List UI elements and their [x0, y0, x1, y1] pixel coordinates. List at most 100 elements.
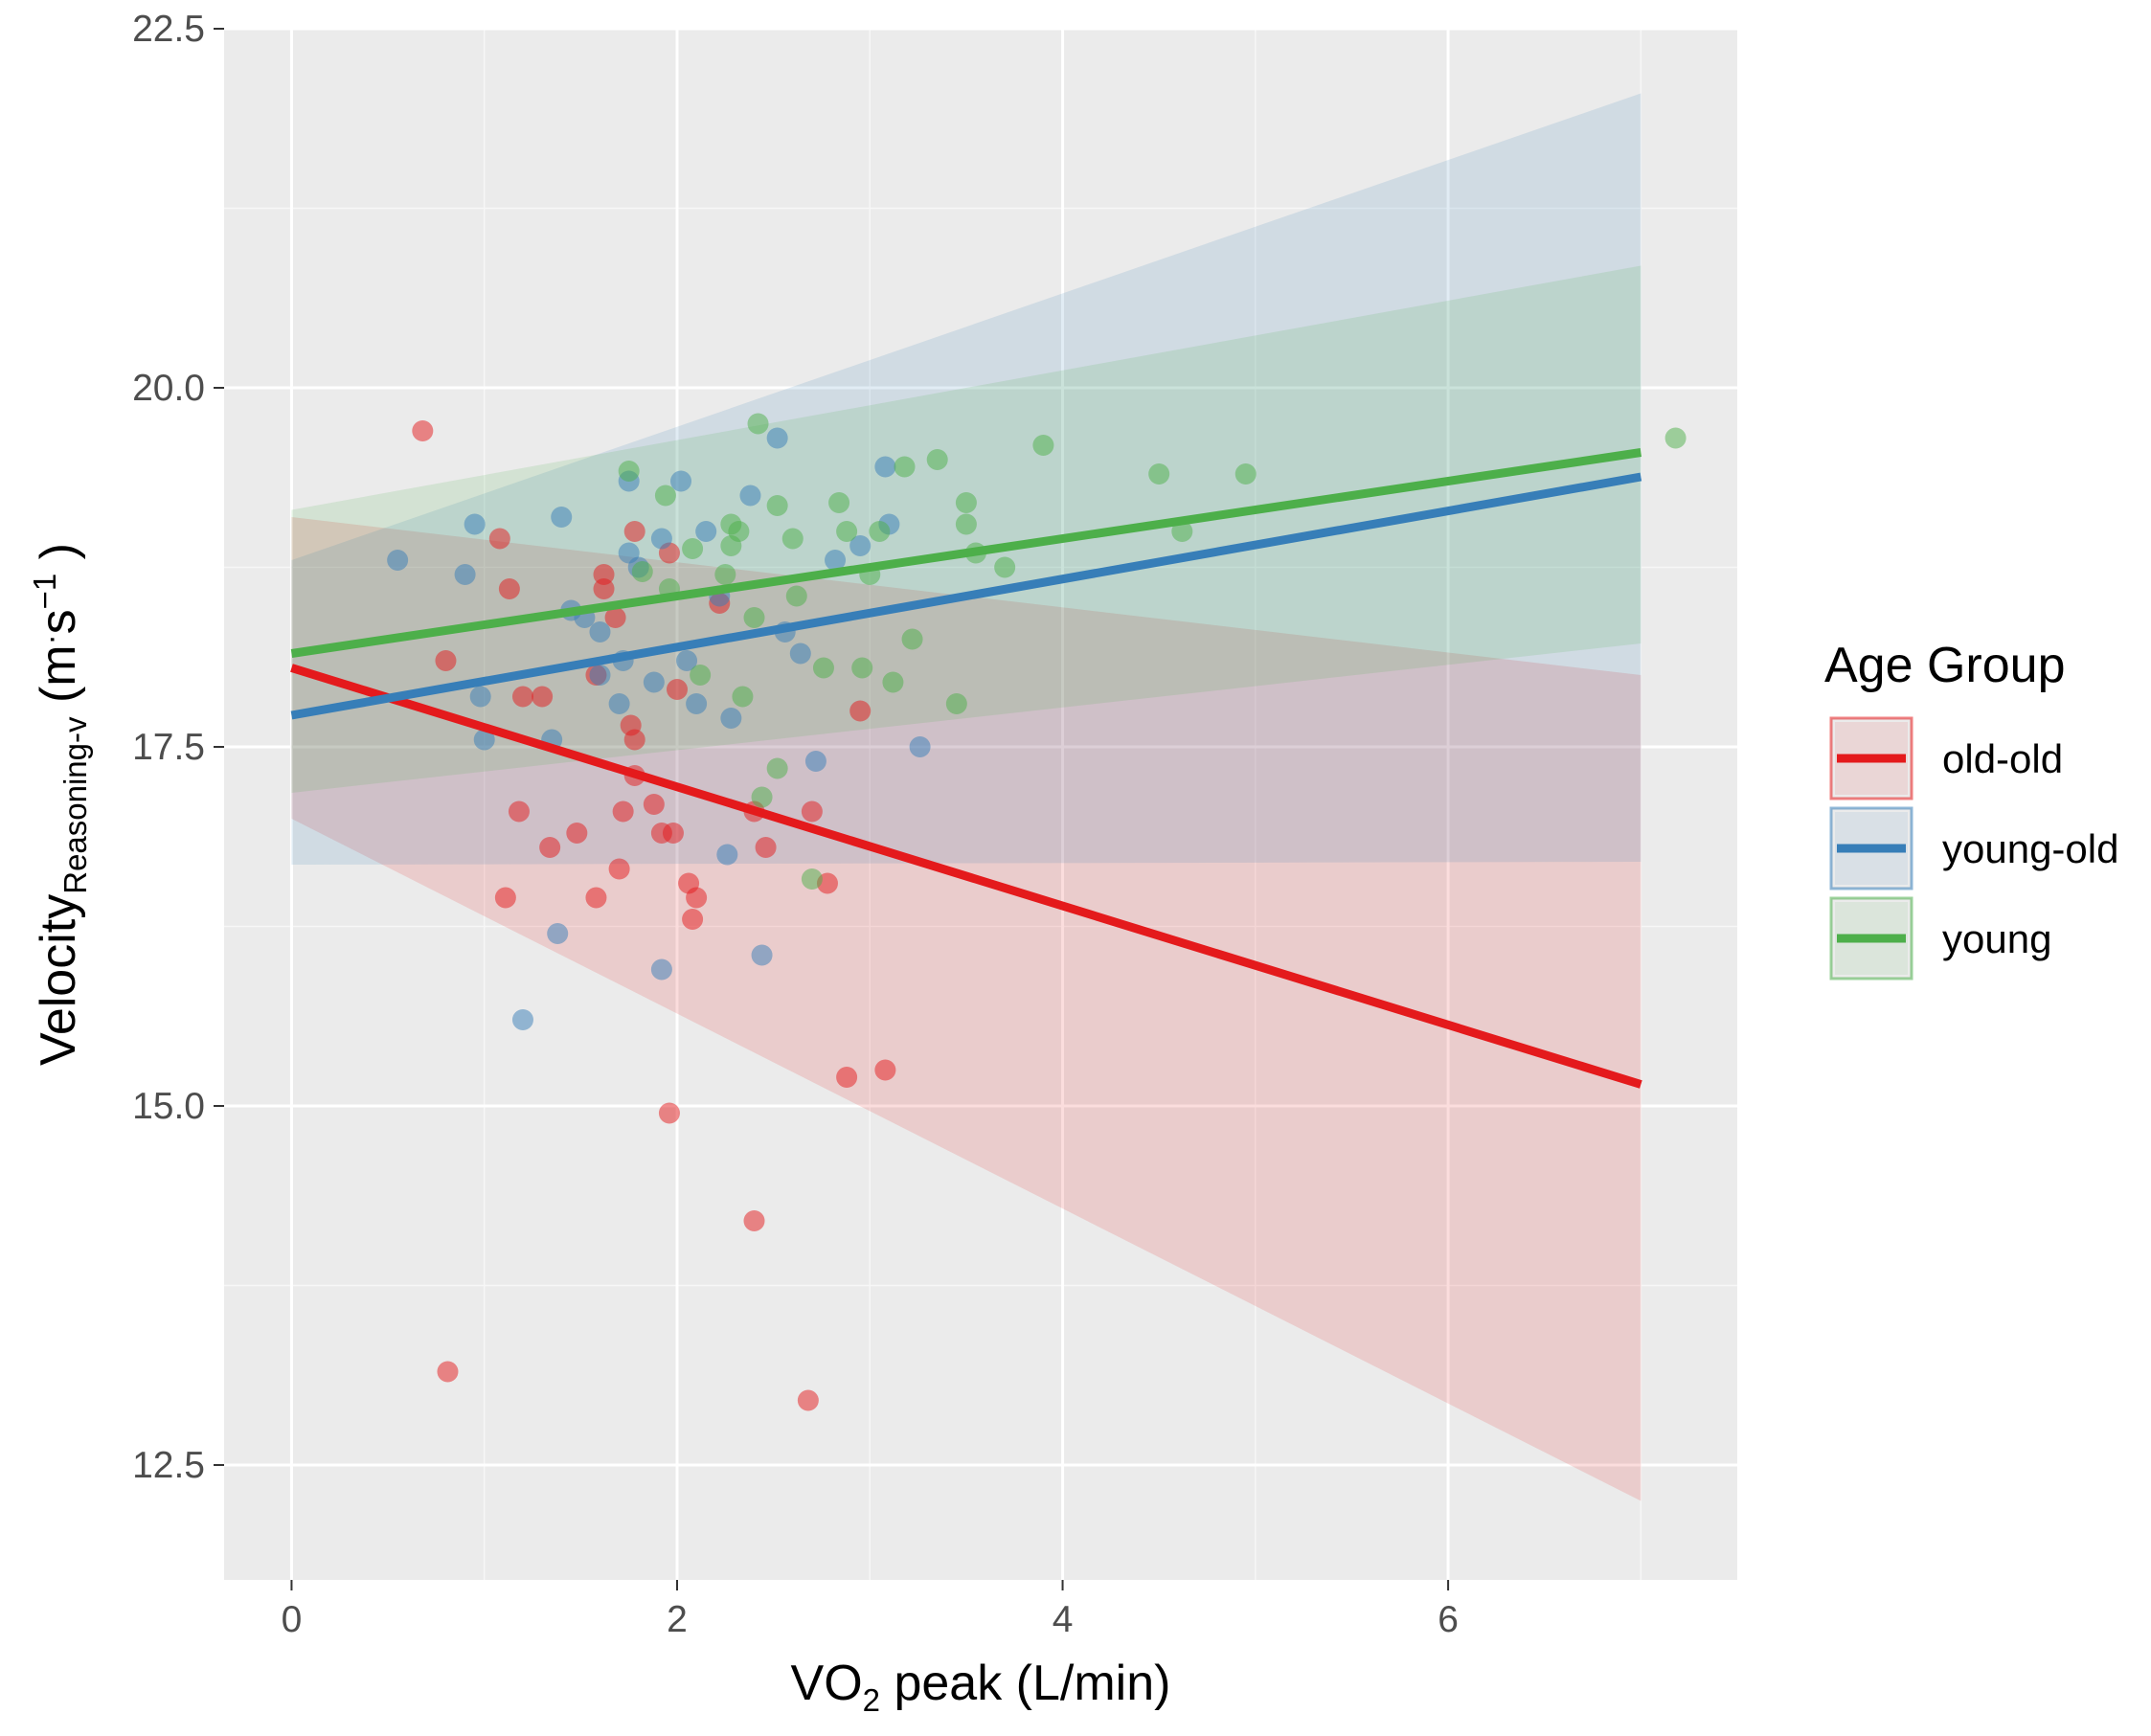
point-old-old	[532, 686, 554, 708]
point-old-old	[743, 1210, 765, 1231]
point-old-old	[488, 528, 510, 550]
point-young	[901, 628, 923, 650]
point-old-old	[658, 1102, 680, 1124]
x-tick-label: 4	[1053, 1599, 1074, 1640]
point-old-old	[623, 521, 645, 542]
point-young-old	[804, 751, 826, 772]
point-young	[714, 564, 736, 585]
point-young-old	[695, 521, 717, 542]
point-young	[801, 868, 823, 890]
point-young-old	[686, 693, 708, 714]
point-young	[751, 786, 773, 808]
y-tick-label: 17.5	[132, 727, 205, 768]
point-old-old	[593, 578, 615, 599]
y-tick-label: 20.0	[132, 368, 205, 409]
point-old-old	[585, 887, 607, 909]
point-young	[882, 671, 904, 693]
y-axis-title-main: Velocity	[31, 894, 86, 1066]
point-old-old	[435, 650, 457, 671]
point-young-old	[469, 686, 491, 708]
point-young	[747, 413, 769, 435]
point-old-old	[604, 607, 626, 628]
point-young-old	[825, 550, 847, 571]
y-axis-title-unit-s: s	[31, 609, 86, 634]
legend-label-old-old: old-old	[1942, 736, 2063, 781]
point-old-old	[686, 887, 708, 909]
point-young	[994, 556, 1016, 578]
ci-band-young-old	[291, 93, 1642, 865]
point-young	[851, 657, 873, 679]
point-old-old	[874, 1059, 896, 1081]
point-young-old	[849, 535, 872, 556]
point-young-old	[751, 944, 773, 966]
point-old-old	[437, 1361, 459, 1383]
legend-title: Age Group	[1824, 638, 2066, 693]
point-young	[955, 492, 977, 513]
point-young-old	[670, 470, 692, 492]
point-young	[720, 535, 742, 556]
point-young	[682, 538, 704, 559]
y-axis-title-subscript: Reasoning-v	[57, 716, 93, 894]
point-young	[631, 561, 653, 582]
x-tick-label: 0	[282, 1599, 303, 1640]
point-young-old	[511, 1009, 533, 1030]
grid-major	[224, 27, 1737, 1580]
point-young	[836, 521, 858, 542]
point-young-old	[589, 665, 611, 686]
point-old-old	[682, 909, 704, 930]
point-old-old	[755, 837, 777, 858]
point-old-old	[566, 823, 588, 844]
point-old-old	[836, 1067, 858, 1088]
point-old-old	[849, 700, 872, 722]
point-young-old	[874, 456, 896, 478]
point-young-old	[766, 427, 788, 449]
x-axis-title-subscript: 2	[863, 1682, 880, 1718]
point-young-old	[551, 507, 573, 528]
point-old-old	[612, 800, 634, 823]
point-young-old	[464, 513, 486, 535]
point-young	[618, 461, 640, 482]
point-young-old	[650, 958, 672, 981]
point-young	[766, 757, 788, 779]
y-tick-label: 12.5	[132, 1445, 205, 1486]
point-young	[690, 665, 712, 686]
fit-lines	[290, 448, 1642, 1089]
x-axis-title-suffix: peak (L/min)	[880, 1656, 1170, 1711]
point-young	[926, 449, 948, 470]
point-young-old	[716, 844, 738, 866]
point-young	[781, 528, 804, 550]
y-tick-label: 22.5	[132, 9, 205, 50]
point-young	[743, 607, 765, 628]
y-axis-title-unit-dot: ·	[33, 634, 68, 644]
point-young-old	[454, 564, 476, 585]
point-young	[654, 485, 676, 507]
y-axis-title-unit-close: )	[31, 543, 86, 574]
fit-line-old-old	[290, 664, 1642, 1089]
point-old-old	[643, 794, 665, 815]
point-young-old	[547, 923, 569, 944]
point-young	[828, 492, 850, 513]
point-young-old	[473, 729, 495, 751]
point-young	[1148, 463, 1170, 485]
fit-line-young-old	[290, 472, 1642, 720]
y-axis-title-unit: (m	[31, 644, 86, 716]
x-axis-title-prefix: VO	[791, 1656, 863, 1711]
point-old-old	[511, 686, 533, 708]
ci-band-old-old	[291, 517, 1642, 1501]
point-old-old	[801, 800, 823, 823]
point-young	[1234, 463, 1257, 485]
point-young-old	[720, 708, 742, 729]
grid-minor	[224, 29, 1737, 1580]
point-old-old	[494, 887, 516, 909]
plot-panel	[224, 29, 1737, 1580]
y-axis-ticks: 12.5 15.0 17.5 20.0 22.5	[132, 9, 224, 1486]
point-old-old	[508, 800, 530, 823]
point-young-old	[909, 736, 931, 757]
x-tick-label: 2	[667, 1599, 688, 1640]
point-young-old	[608, 693, 630, 714]
point-old-old	[498, 578, 520, 599]
point-old-old	[623, 729, 645, 751]
scatter-points	[387, 413, 1687, 1411]
y-axis-title: VelocityReasoning-v (m·s−1 )	[27, 543, 93, 1066]
